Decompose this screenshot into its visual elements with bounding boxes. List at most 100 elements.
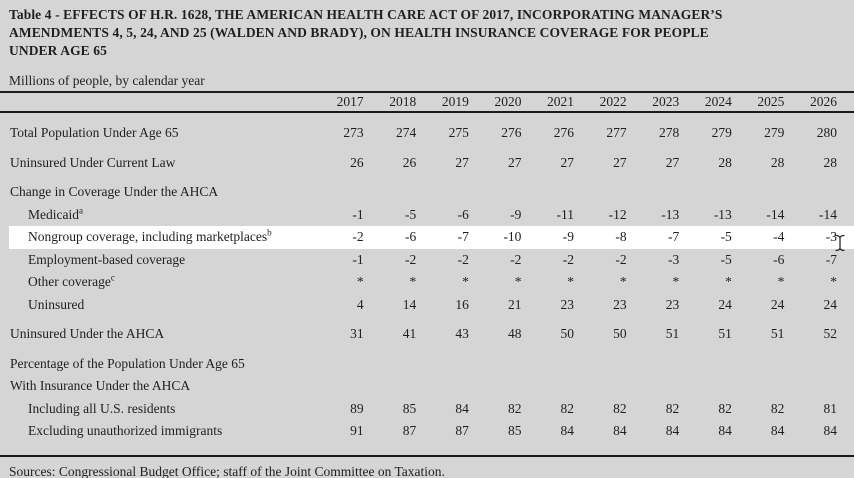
value-cell: 27 — [455, 154, 469, 170]
table-row-highlighted[interactable]: Nongroup coverage, including marketplace… — [0, 226, 854, 249]
value-cell: 26 — [350, 154, 364, 170]
year-column-header: 2026 — [810, 94, 837, 109]
table-row: Excluding unauthorized immigrants 91 87 87 8… — [0, 420, 854, 443]
year-column-header: 2019 — [441, 94, 469, 109]
value-cell: 48 — [507, 326, 522, 342]
footnote-marker: c — [110, 272, 115, 283]
year-column-header: 2020 — [494, 94, 522, 109]
value-cell: 82 — [560, 400, 575, 416]
value-cell: 24 — [770, 296, 785, 312]
value-cell: * — [619, 274, 627, 290]
value-cell: 277 — [606, 125, 627, 141]
table-row: Uninsured Under Current Law 26 26 27 27 27 27 2… — [0, 152, 854, 175]
value-cell: -2 — [405, 251, 417, 267]
row-label: Excluding unauthorized immigrants — [28, 423, 223, 439]
value-cell: * — [462, 274, 469, 290]
value-cell: 276 — [501, 125, 522, 141]
value-cell: -5 — [405, 206, 417, 222]
table-row: Medicaida -1 -5 -6 -9 -11 -12 -13 -13 -14 -14 — [0, 204, 854, 227]
value-cell: 84 — [718, 423, 732, 439]
value-cell: -5 — [720, 251, 732, 267]
value-cell: 28 — [718, 154, 732, 170]
value-cell: -3 — [825, 229, 837, 245]
value-cell: -9 — [510, 206, 522, 222]
row-label: Employment-based coverage — [28, 251, 186, 267]
table-row: Employment-based coverage -1 -2 -2 -2 -2 -2 -3 -… — [0, 249, 854, 272]
value-cell: 50 — [560, 326, 575, 342]
value-cell: -13 — [661, 206, 680, 222]
value-cell: -2 — [615, 251, 627, 267]
value-cell: -10 — [503, 229, 522, 245]
value-cell: 24 — [823, 296, 838, 312]
row-label: Other coveragec — [28, 272, 115, 290]
table-header: Table 4 - EFFECTS OF H.R. 1628, THE AMER… — [0, 0, 854, 89]
row-label: Uninsured Under Current Law — [10, 154, 176, 170]
value-cell: 50 — [613, 326, 627, 342]
row-label: Uninsured Under the AHCA — [10, 326, 165, 342]
table-title-line-1: Table 4 - EFFECTS OF H.R. 1628, THE AMER… — [9, 7, 723, 22]
value-cell: 85 — [507, 423, 522, 439]
table-rule-bottom — [0, 454, 854, 457]
value-cell: * — [725, 274, 732, 290]
value-cell: -2 — [457, 251, 469, 267]
value-cell: 84 — [613, 423, 627, 439]
value-cell: -3 — [667, 251, 680, 267]
value-cell: -6 — [405, 229, 417, 245]
year-column-header: 2021 — [547, 94, 575, 109]
value-cell: -14 — [819, 206, 837, 222]
year-column-header: 2022 — [599, 94, 627, 109]
year-column-header: 2018 — [389, 94, 417, 109]
year-column-header: 2024 — [704, 94, 732, 109]
value-cell: 27 — [665, 154, 680, 170]
value-cell: -8 — [615, 229, 627, 245]
value-cell: 27 — [613, 154, 627, 170]
value-cell: -7 — [457, 229, 469, 245]
value-cell: 23 — [560, 296, 575, 312]
table-subtitle: Millions of people, by calendar year — [9, 73, 205, 88]
sources-note: Sources: Congressional Budget Office; st… — [9, 463, 445, 478]
row-label: Including all U.S. residents — [28, 400, 176, 416]
year-column-header: 2025 — [757, 94, 785, 109]
value-cell: 87 — [402, 423, 417, 439]
value-cell: 51 — [770, 326, 785, 342]
value-cell: 85 — [402, 400, 417, 416]
value-cell: 52 — [823, 326, 838, 342]
value-cell: -11 — [556, 206, 575, 222]
table-rule-header-bottom — [0, 111, 854, 113]
value-cell: 82 — [665, 400, 680, 416]
value-cell: -4 — [773, 229, 785, 245]
value-cell: -2 — [352, 229, 364, 245]
value-cell: * — [356, 274, 364, 290]
value-cell: 84 — [823, 423, 838, 439]
value-cell: 84 — [560, 423, 575, 439]
row-label: Total Population Under Age 65 — [10, 125, 179, 141]
value-cell: 273 — [343, 125, 364, 141]
value-cell: 89 — [350, 400, 364, 416]
table-row: Uninsured 4 14 16 21 23 23 23 24 24 24 — [0, 294, 854, 317]
row-label: Medicaida — [28, 205, 83, 222]
row-label: Uninsured — [28, 296, 85, 312]
row-label: Percentage of the Population Under Age 6… — [10, 355, 245, 371]
value-cell: -13 — [713, 206, 732, 222]
value-cell: * — [514, 274, 522, 290]
value-cell: 51 — [718, 326, 732, 342]
value-cell: -14 — [766, 206, 785, 222]
value-cell: 26 — [402, 154, 417, 170]
value-cell: 82 — [718, 400, 732, 416]
value-cell: 27 — [507, 154, 522, 170]
value-cell: 276 — [553, 125, 575, 141]
value-cell: 82 — [507, 400, 522, 416]
value-cell: 278 — [658, 125, 680, 141]
table-rule-top — [0, 91, 854, 93]
table-row: Other coveragec * * * * * * * * * * — [0, 271, 854, 294]
value-cell: 28 — [770, 154, 785, 170]
table-row: Including all U.S. residents 89 85 84 82 82 82… — [0, 398, 854, 421]
value-cell: * — [777, 274, 785, 290]
table-row: Total Population Under Age 65 273 274 275 27… — [0, 122, 854, 145]
value-cell: * — [567, 274, 575, 290]
value-cell: 41 — [402, 326, 417, 342]
value-cell: -6 — [457, 206, 469, 222]
table-row: Uninsured Under the AHCA 31 41 43 48 50 50 51 51… — [0, 323, 854, 346]
value-cell: 24 — [718, 296, 732, 312]
